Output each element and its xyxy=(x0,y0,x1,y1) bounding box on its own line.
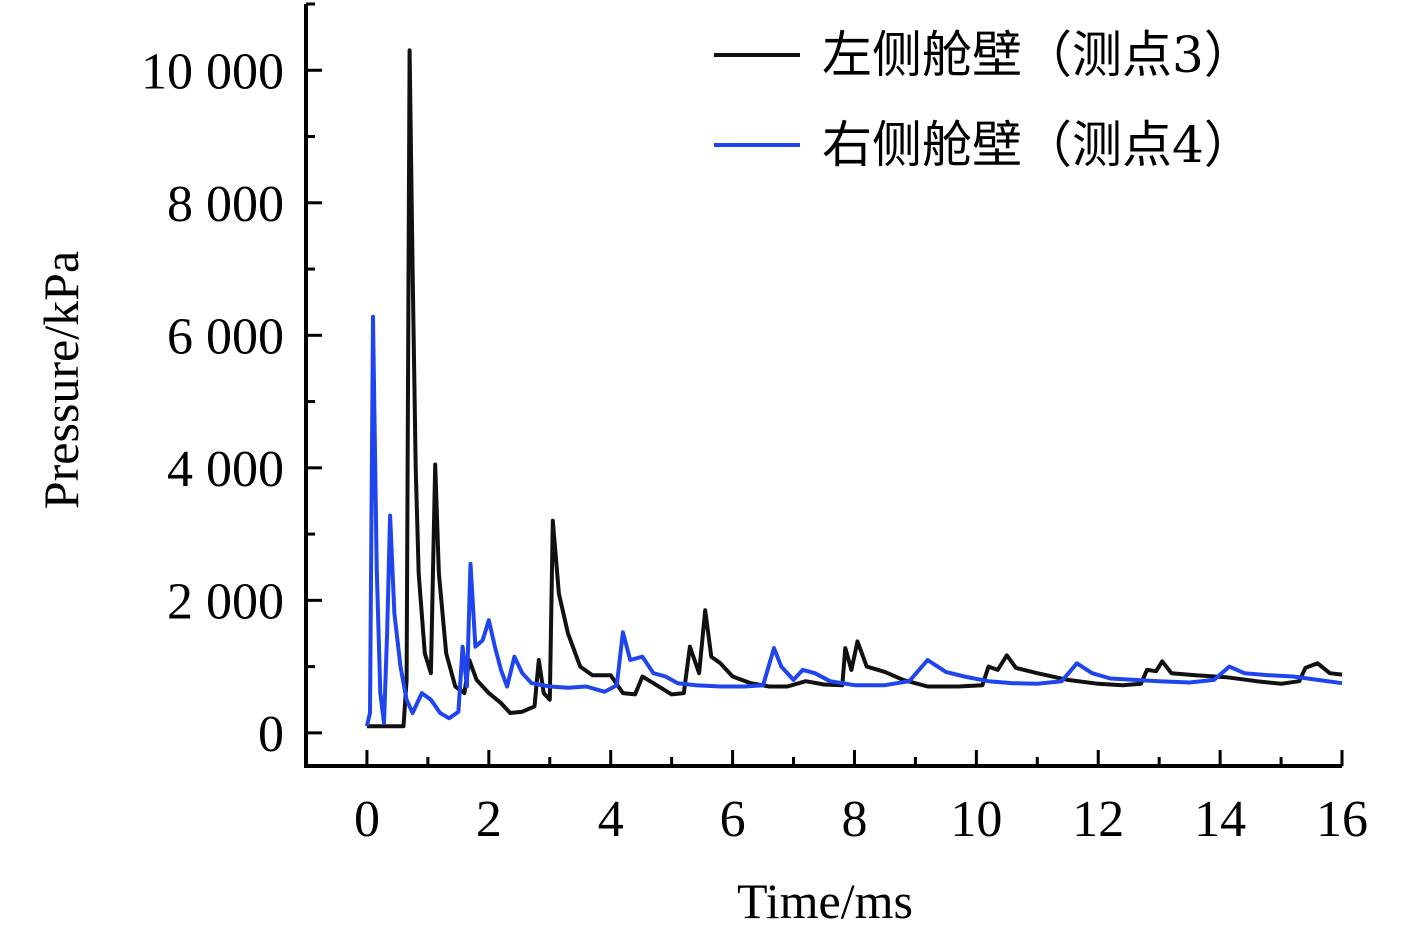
legend: 左侧舱壁（测点3） 右侧舱壁（测点4） xyxy=(714,26,1254,174)
x-tick-label: 0 xyxy=(354,791,380,848)
series-line-1 xyxy=(366,48,1343,729)
y-axis-title: Pressure/kPa xyxy=(33,251,89,509)
legend-label-2: 右侧舱壁（测点4） xyxy=(822,116,1254,174)
series-lines xyxy=(364,48,1343,729)
y-tick-label: 6 000 xyxy=(167,308,284,365)
tick-labels: 0 2 000 4 000 6 000 8 000 10 000 0 2 4 6 8 10 12 14 16 xyxy=(141,43,1368,848)
x-axis-title: Time/ms xyxy=(737,873,913,929)
x-tick-label: 6 xyxy=(720,791,746,848)
series-line-2 xyxy=(364,314,1343,727)
x-tick-label: 10 xyxy=(950,791,1002,848)
legend-label-1: 左侧舱壁（测点3） xyxy=(822,26,1254,84)
y-tick-label: 2 000 xyxy=(167,573,284,630)
x-tick-label: 16 xyxy=(1316,791,1368,848)
y-tick-label: 4 000 xyxy=(167,441,284,498)
y-tick-label: 8 000 xyxy=(167,176,284,233)
y-tick-label: 10 000 xyxy=(141,43,284,100)
y-tick-label: 0 xyxy=(258,706,284,763)
x-tick-label: 12 xyxy=(1072,791,1124,848)
x-tick-label: 4 xyxy=(598,791,624,848)
x-tick-label: 14 xyxy=(1194,791,1246,848)
x-tick-label: 2 xyxy=(476,791,502,848)
axes xyxy=(304,2,1344,768)
x-tick-label: 8 xyxy=(841,791,867,848)
